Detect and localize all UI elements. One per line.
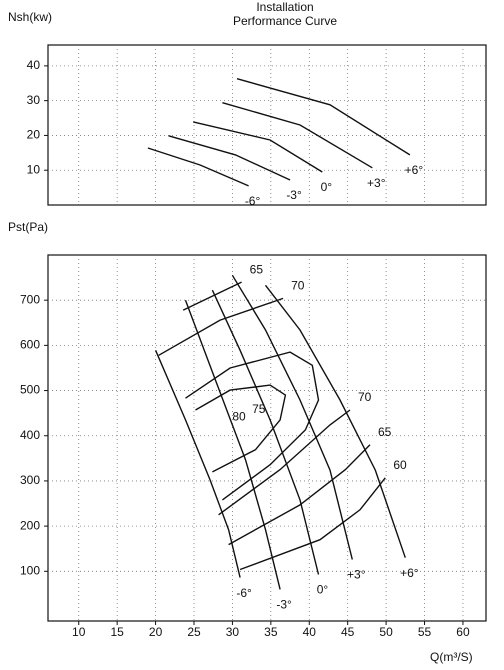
y-tick-label: 700	[20, 292, 40, 306]
curve	[154, 350, 241, 578]
curve	[218, 409, 351, 516]
curve	[147, 147, 249, 187]
chart-title: Installation	[256, 0, 313, 14]
y-axis-label: Pst(Pa)	[8, 220, 48, 234]
curve	[239, 477, 386, 571]
plot-frame	[47, 254, 487, 622]
curve	[184, 299, 281, 590]
curve	[231, 274, 353, 560]
curve-label: 65	[378, 425, 392, 439]
curve-label: +6°	[400, 566, 419, 580]
curve	[185, 351, 320, 501]
x-tick-label: 15	[110, 625, 124, 639]
curve	[182, 281, 242, 311]
y-tick-label: 20	[27, 128, 41, 142]
curve	[264, 284, 406, 558]
curve-label: 0°	[321, 180, 333, 194]
curve-label: +3°	[367, 176, 386, 190]
chart-subtitle: Performance Curve	[233, 14, 337, 28]
curve	[211, 289, 320, 575]
y-tick-label: 300	[20, 473, 40, 487]
y-tick-label: 400	[20, 428, 40, 442]
curve	[228, 444, 371, 546]
curve	[195, 384, 287, 473]
x-tick-label: 40	[303, 625, 317, 639]
y-tick-label: 500	[20, 383, 40, 397]
x-tick-label: 60	[456, 625, 470, 639]
curve-label: -3°	[276, 598, 292, 612]
curve-label: 70	[358, 390, 372, 404]
curve-label: 65	[250, 262, 264, 276]
curve	[193, 121, 323, 173]
x-tick-label: 50	[379, 625, 393, 639]
y-tick-label: 600	[20, 338, 40, 352]
curve	[168, 135, 291, 181]
curve	[222, 102, 373, 169]
y-tick-label: 10	[27, 162, 41, 176]
x-tick-label: 10	[72, 625, 86, 639]
curve-label: 0°	[317, 583, 329, 597]
y-axis-label: Nsh(kw)	[8, 10, 52, 24]
y-tick-label: 100	[20, 563, 40, 577]
x-tick-label: 25	[187, 625, 201, 639]
curve-label: 75	[252, 402, 266, 416]
y-tick-label: 30	[27, 93, 41, 107]
x-tick-label: 20	[149, 625, 163, 639]
curve	[236, 78, 411, 156]
curve-label: -6°	[245, 194, 261, 208]
x-tick-label: 35	[264, 625, 278, 639]
x-tick-label: 55	[418, 625, 432, 639]
curve-label: 80	[232, 410, 246, 424]
x-axis-label: Q(m³/S)	[430, 650, 473, 664]
curve-label: -6°	[236, 586, 252, 600]
curve-label: 60	[393, 458, 407, 472]
y-tick-label: 200	[20, 518, 40, 532]
x-tick-label: 45	[341, 625, 355, 639]
y-tick-label: 40	[27, 58, 41, 72]
curve-label: +6°	[405, 163, 424, 177]
x-tick-label: 30	[226, 625, 240, 639]
curve-label: +3°	[347, 568, 366, 582]
curve-label: -3°	[286, 188, 302, 202]
curve	[158, 297, 284, 356]
curve-label: 70	[291, 279, 305, 293]
plot-frame	[47, 44, 487, 206]
